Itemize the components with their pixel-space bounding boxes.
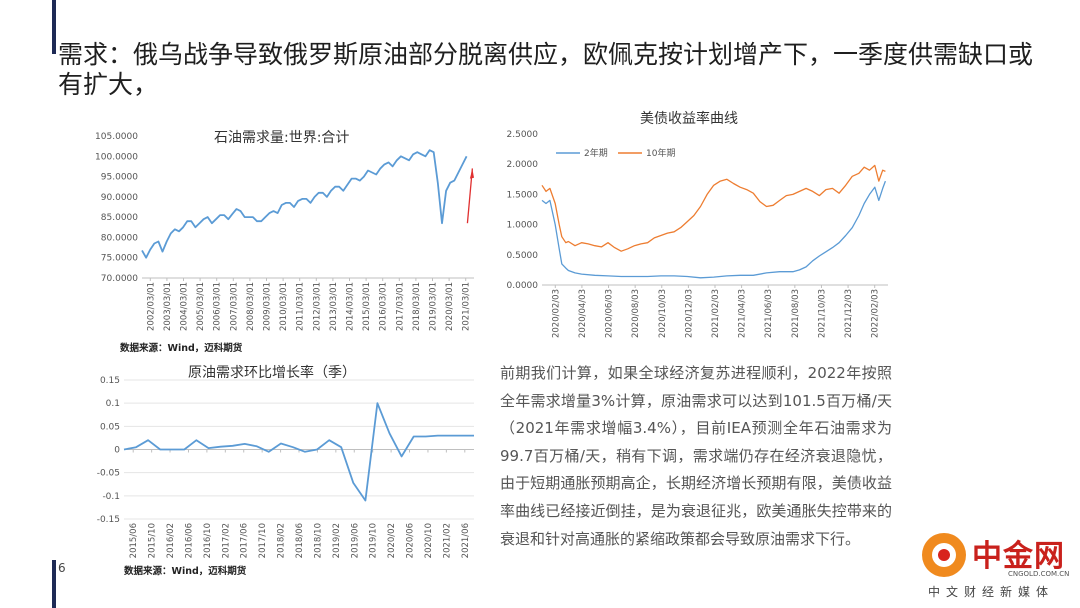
- y-tick-label: 1.0000: [507, 221, 539, 231]
- y-tick-label: 0.15: [100, 376, 120, 386]
- y-tick-label: 70.0000: [101, 274, 138, 284]
- y-tick-label: 1.5000: [507, 190, 539, 200]
- x-tick-label: 2010/03/01: [279, 282, 289, 331]
- chart-title-oil-demand: 石油需求量:世界:合计: [214, 130, 350, 146]
- x-tick-label: 2021/06: [461, 523, 471, 558]
- x-tick-label: 2020/02/03: [551, 289, 561, 338]
- y-tick-label: -0.1: [102, 492, 120, 502]
- y-tick-label: 90.0000: [101, 193, 138, 203]
- x-tick-label: 2020/10: [424, 523, 434, 558]
- x-tick-label: 2020/02: [387, 523, 397, 558]
- y-tick-label: -0.15: [97, 515, 120, 525]
- x-tick-label: 2009/03/01: [263, 282, 273, 331]
- x-tick-label: 2020/08/03: [631, 289, 641, 338]
- y-tick-label: 2.5000: [507, 130, 539, 140]
- x-tick-label: 2020/06: [406, 523, 416, 558]
- x-tick-label: 2006/03/01: [213, 282, 223, 331]
- y-tick-label: 0: [114, 446, 120, 456]
- x-tick-label: 2021/02: [442, 523, 452, 558]
- y-tick-label: 75.0000: [101, 254, 138, 264]
- analysis-paragraph: 前期我们计算，如果全球经济复苏进程顺利，2022年按照全年需求增量3%计算，原油…: [500, 364, 892, 548]
- x-tick-label: 2007/03/01: [229, 282, 239, 331]
- x-tick-label: 2020/06/03: [605, 289, 615, 338]
- x-tick-label: 2020/04/03: [578, 289, 588, 338]
- chart-title-qoq-growth: 原油需求环比增长率（季）: [188, 365, 356, 381]
- x-tick-label: 2019/02: [332, 523, 342, 558]
- y-tick-label: 105.0000: [95, 132, 138, 142]
- x-tick-label: 2004/03/01: [180, 282, 190, 331]
- source-note-oil-demand: 数据来源：Wind，迈科期货: [120, 343, 243, 354]
- x-tick-label: 2018/03/01: [412, 282, 422, 331]
- x-tick-label: 2021/02/03: [711, 289, 721, 338]
- source-note-qoq-growth: 数据来源：Wind，迈科期货: [124, 566, 247, 577]
- x-tick-label: 2021/12/03: [844, 289, 854, 338]
- series-line-oil-demand: [141, 149, 468, 259]
- x-tick-label: 2019/06: [350, 523, 360, 558]
- chart-title-ust-yield: 美债收益率曲线: [640, 111, 738, 127]
- x-tick-label: 2011/03/01: [296, 282, 306, 331]
- series-line-10年期: [541, 164, 886, 252]
- x-tick-label: 2012/03/01: [312, 282, 322, 331]
- x-tick-label: 2018/02: [277, 523, 287, 558]
- x-tick-label: 2016/06: [184, 523, 194, 558]
- legend-label: 10年期: [646, 147, 675, 159]
- x-tick-label: 2021/03/01: [462, 282, 472, 331]
- chart-oil-demand: 105.0000 100.0000 95.0000 90.0000 85.0000 80.…: [95, 132, 474, 331]
- x-tick-label: 2005/03/01: [196, 282, 206, 331]
- x-tick-label: 2016/10: [203, 523, 213, 558]
- page-number: 6: [58, 561, 66, 575]
- x-tick-label: 2017/02: [221, 523, 231, 558]
- x-tick-label: 2016/02: [166, 523, 176, 558]
- y-tick-label: 0.5000: [507, 251, 539, 261]
- x-tick-label: 2019/10: [369, 523, 379, 558]
- y-tick-label: 0.1: [106, 399, 120, 409]
- x-tick-label: 2020/03/01: [445, 282, 455, 331]
- x-tick-label: 2015/10: [148, 523, 158, 558]
- y-tick-label: 85.0000: [101, 213, 138, 223]
- series-line-2年期: [541, 180, 887, 279]
- y-tick-label: 95.0000: [101, 173, 138, 183]
- x-tick-label: 2021/08/03: [791, 289, 801, 338]
- x-tick-label: 2018/10: [313, 523, 323, 558]
- x-tick-label: 2017/06: [240, 523, 250, 558]
- x-tick-label: 2008/03/01: [246, 282, 256, 331]
- x-tick-label: 2017/10: [258, 523, 268, 558]
- y-tick-label: 0.05: [100, 422, 120, 432]
- x-tick-label: 2003/03/01: [163, 282, 173, 331]
- title-accent-bar: [52, 0, 56, 54]
- x-tick-label: 2021/06/03: [764, 289, 774, 338]
- x-tick-label: 2015/03/01: [362, 282, 372, 331]
- x-tick-label: 2013/03/01: [329, 282, 339, 331]
- chart-qoq-growth: 0.15 0.1 0.05 0 -0.05 -0.1 -0.15 2015/06 2015/10…: [97, 376, 474, 558]
- legend-label: 2年期: [584, 147, 608, 159]
- x-tick-label: 2018/06: [295, 523, 305, 558]
- logo-url: CNGOLD.COM.CN: [1008, 570, 1070, 578]
- x-tick-label: 2015/06: [129, 523, 139, 558]
- y-tick-label: 80.0000: [101, 233, 138, 243]
- x-tick-label: 2002/03/01: [146, 282, 156, 331]
- x-tick-label: 2017/03/01: [395, 282, 405, 331]
- x-tick-label: 2021/10/03: [817, 289, 827, 338]
- x-tick-label: 2022/02/03: [871, 289, 881, 338]
- y-tick-label: 100.0000: [95, 152, 138, 162]
- y-tick-label: 0.0000: [507, 281, 539, 291]
- x-tick-label: 2021/04/03: [738, 289, 748, 338]
- slide-title: 需求：俄乌战争导致俄罗斯原油部分脱离供应，欧佩克按计划增产下，一季度供需缺口或有…: [58, 40, 1034, 99]
- x-tick-label: 2014/03/01: [346, 282, 356, 331]
- x-tick-label: 2016/03/01: [379, 282, 389, 331]
- x-tick-label: 2019/03/01: [429, 282, 439, 331]
- chart-ust-yield: 2.5000 2.0000 1.5000 1.0000 0.5000 0.0000 2020…: [507, 130, 888, 338]
- y-tick-label: 2.0000: [507, 160, 539, 170]
- x-tick-label: 2020/12/03: [684, 289, 694, 338]
- series-line-qoq-growth: [123, 402, 474, 502]
- x-tick-label: 2020/10/03: [658, 289, 668, 338]
- watermark-logo: 中金网 CNGOLD.COM.CN 中文财经新媒体: [920, 527, 1070, 602]
- trend-arrowhead: [469, 168, 474, 179]
- footer-accent-bar: [52, 560, 56, 608]
- logo-subtitle: 中文财经新媒体: [928, 585, 1055, 599]
- y-tick-label: -0.05: [97, 469, 120, 479]
- logo-text: 中金网: [972, 539, 1065, 574]
